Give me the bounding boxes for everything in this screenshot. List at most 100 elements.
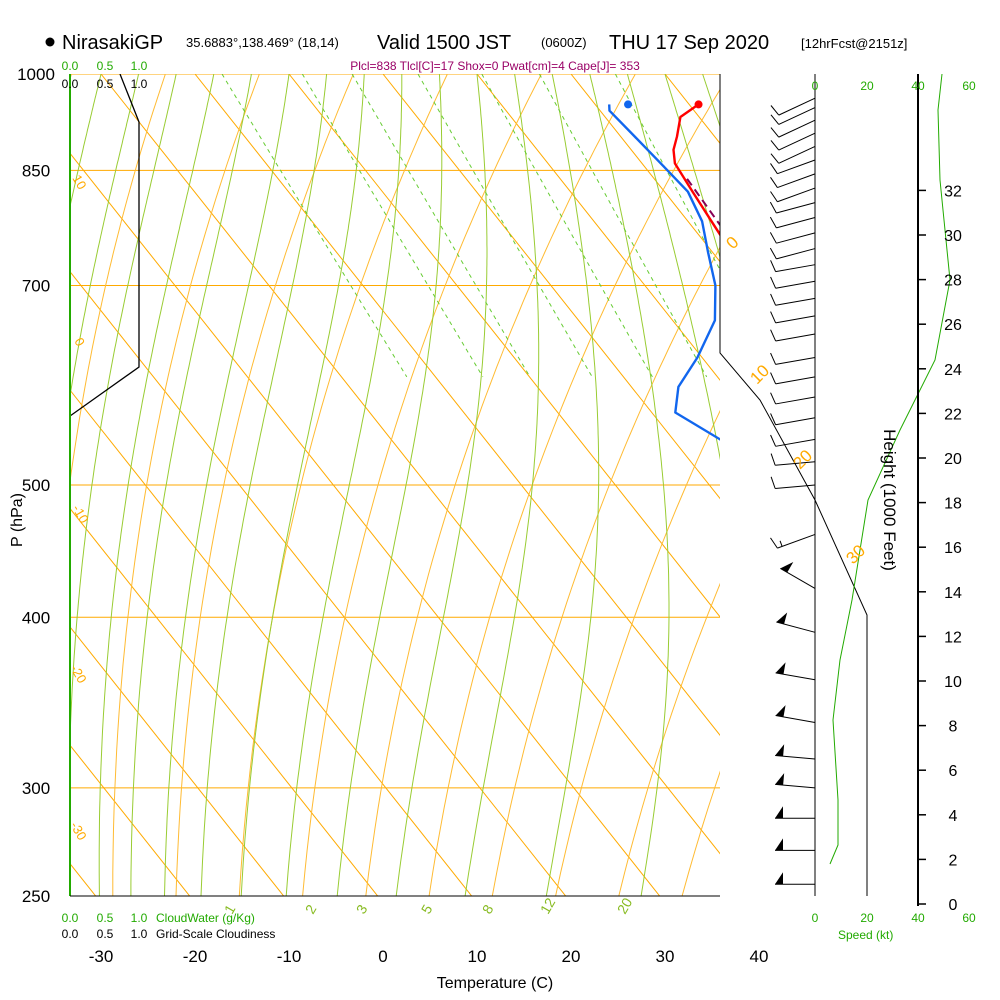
moist-adiabat-line bbox=[702, 74, 720, 128]
dewpoint-trace bbox=[608, 104, 720, 441]
mixing-ratio-label: 8 bbox=[479, 902, 497, 917]
wind-barb-staff bbox=[775, 484, 816, 489]
speed-tick-top: 60 bbox=[962, 79, 976, 93]
isotherm-label: 0 bbox=[71, 335, 88, 349]
wind-barb-staff bbox=[775, 376, 816, 385]
wind-barb bbox=[770, 392, 816, 405]
wind-barb-feather bbox=[770, 413, 777, 425]
wind-barb bbox=[769, 201, 816, 214]
wind-barb-staff bbox=[778, 132, 816, 151]
wind-barb bbox=[770, 187, 816, 203]
moist-adiabat-line bbox=[395, 74, 488, 896]
speed-tick-top: 20 bbox=[860, 79, 874, 93]
cloudwater-tick-top: 0.0 bbox=[62, 59, 79, 73]
wind-barb bbox=[770, 311, 816, 324]
wind-barbs bbox=[769, 97, 816, 885]
mixing-ratio-label: 3 bbox=[353, 902, 371, 917]
wind-barb-staff bbox=[775, 264, 816, 273]
moist-adiabat-line bbox=[98, 74, 215, 896]
dry-adiabat-line bbox=[175, 74, 354, 896]
temperature-tick-label: 30 bbox=[656, 947, 675, 966]
moist-adiabat-line bbox=[70, 74, 102, 209]
wind-barb-staff bbox=[775, 461, 816, 466]
height-tick-label: 24 bbox=[944, 362, 962, 379]
wind-barb-staff bbox=[778, 119, 816, 138]
wind-barb-staff bbox=[775, 438, 816, 447]
height-axis-label: Height (1000 Feet) bbox=[880, 429, 899, 571]
cloudwater-tick-bottom: 1.0 bbox=[131, 911, 148, 925]
wind-barb bbox=[776, 612, 816, 633]
temperature-trace bbox=[672, 103, 720, 237]
wind-barb bbox=[770, 352, 816, 365]
wind-barb-staff bbox=[777, 533, 816, 549]
mixing-ratio-line bbox=[614, 74, 720, 271]
dry-adiabat-line bbox=[70, 74, 166, 486]
wind-barb-feather bbox=[770, 163, 778, 174]
temperature-tick-label: -20 bbox=[183, 947, 208, 966]
wind-barb-feather bbox=[770, 537, 778, 549]
height-tick-label: 8 bbox=[949, 719, 958, 736]
moist-adiabat-line bbox=[664, 74, 720, 259]
wind-barb-feather bbox=[770, 191, 778, 203]
cloudwater-tick-bottom: 0.5 bbox=[97, 911, 114, 925]
wind-barb-staff bbox=[776, 217, 816, 229]
isotherm-label: -10 bbox=[69, 502, 91, 526]
pressure-tick-label: 1000 bbox=[17, 65, 55, 84]
moist-adiabat-line bbox=[164, 74, 290, 896]
mixing-ratio-line bbox=[481, 74, 653, 378]
pressure-tick-label: 300 bbox=[22, 779, 50, 798]
wind-barb-flag bbox=[780, 561, 794, 573]
wind-barb bbox=[770, 434, 816, 447]
moist-adiabat-line bbox=[130, 74, 252, 896]
cloudwater-label: CloudWater (g/Kg) bbox=[156, 911, 255, 925]
temperature-tick-label: 40 bbox=[750, 947, 769, 966]
dry-adiabat-line bbox=[738, 45, 1000, 920]
wind-barb-staff bbox=[775, 297, 816, 306]
moist-adiabat-line bbox=[200, 74, 328, 896]
wind-barb-feather bbox=[769, 247, 777, 260]
wind-barb-flag bbox=[775, 773, 785, 786]
wind-barb bbox=[770, 145, 816, 164]
cloudiness-label: Grid-Scale Cloudiness bbox=[156, 927, 275, 941]
moist-adiabat-line bbox=[70, 74, 177, 896]
wind-barb-staff bbox=[777, 187, 816, 203]
isotherm-label: 10 bbox=[69, 172, 89, 192]
cloudwater-tick-bottom: 0.0 bbox=[62, 911, 79, 925]
moist-adiabat-line bbox=[70, 74, 140, 399]
x-axis-label: Temperature (C) bbox=[437, 975, 553, 992]
wind-barb bbox=[775, 806, 815, 819]
isotherm-line bbox=[570, 74, 720, 263]
wind-barb bbox=[770, 329, 816, 342]
surface-dewpoint-point bbox=[624, 100, 633, 109]
height-tick-label: 6 bbox=[949, 763, 958, 780]
wind-barb-feather bbox=[770, 434, 777, 447]
height-tick-label: 32 bbox=[944, 183, 962, 200]
wind-barb-flag bbox=[775, 705, 786, 717]
cloudiness-tick-top: 0.5 bbox=[97, 77, 114, 91]
wind-barb-staff bbox=[776, 232, 816, 244]
cloudiness-tick-bottom: 0.5 bbox=[97, 927, 114, 941]
wind-barb bbox=[770, 119, 816, 138]
isotherm-line bbox=[382, 74, 720, 500]
mixing-ratio-line bbox=[351, 74, 531, 378]
moist-adiabat-line bbox=[626, 74, 720, 461]
mixing-ratio-line bbox=[417, 74, 593, 378]
wind-barb-staff bbox=[776, 248, 816, 260]
sounding-traces bbox=[70, 74, 720, 866]
wind-barb bbox=[775, 773, 816, 789]
wind-barb-feather bbox=[770, 276, 777, 289]
wind-barb-staff bbox=[776, 621, 816, 633]
moist-adiabat-line bbox=[285, 74, 403, 896]
wind-barb-feather bbox=[769, 216, 777, 229]
pressure-tick-label: 400 bbox=[22, 608, 50, 627]
pressure-tick-label: 850 bbox=[22, 161, 50, 180]
wind-barb bbox=[769, 232, 816, 244]
wind-barb bbox=[770, 107, 816, 125]
cloudiness-tick-bottom: 0.0 bbox=[62, 927, 79, 941]
mixing-ratio-label: 12 bbox=[537, 895, 559, 917]
wind-barb-feather bbox=[770, 392, 777, 405]
pressure-tick-label: 250 bbox=[22, 887, 50, 906]
height-tick-label: 22 bbox=[944, 406, 962, 423]
wind-barb-staff bbox=[775, 315, 816, 324]
